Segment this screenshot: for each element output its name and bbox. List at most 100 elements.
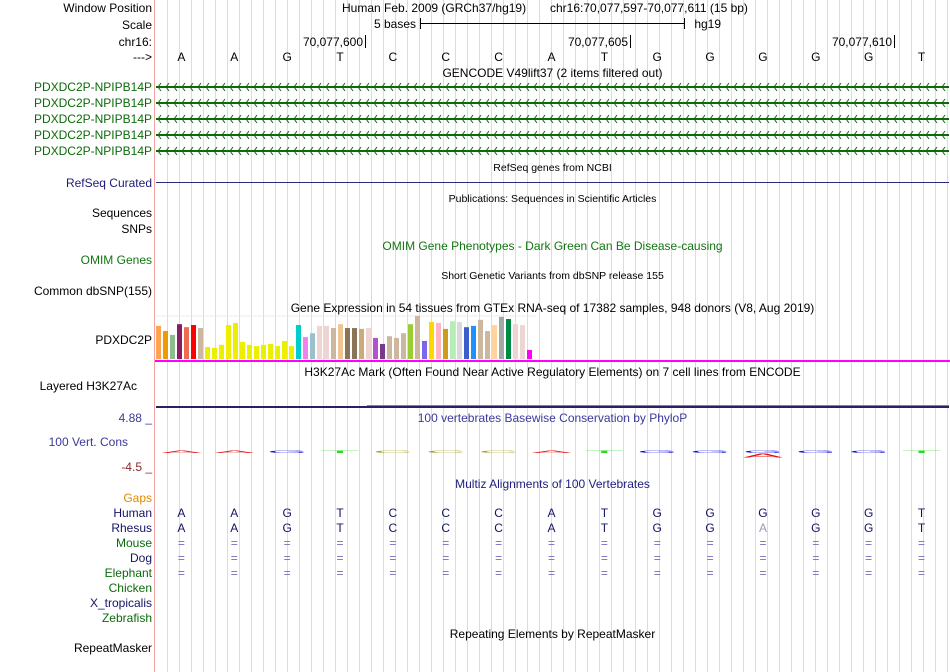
- gtex-tissue-bar[interactable]: [296, 325, 301, 359]
- species-label[interactable]: Rhesus: [111, 521, 152, 535]
- gtex-tissue-bar[interactable]: [254, 346, 259, 359]
- phylop-base-glyph[interactable]: G: [796, 450, 836, 454]
- phylop-label[interactable]: 100 Vert. Cons: [48, 435, 128, 449]
- phylop-base-glyph[interactable]: G: [267, 450, 307, 454]
- phylop-base-glyph[interactable]: C: [426, 450, 466, 454]
- gtex-tissue-bar[interactable]: [268, 343, 273, 359]
- gene-feature[interactable]: [156, 82, 949, 92]
- h3k27ac-label[interactable]: Layered H3K27Ac: [39, 379, 137, 393]
- phylop-track-title[interactable]: 100 vertebrates Basewise Conservation by…: [417, 411, 688, 425]
- gtex-tissue-bar[interactable]: [205, 346, 210, 359]
- gtex-tissue-bar[interactable]: [513, 324, 518, 359]
- phylop-base-glyph[interactable]: G: [849, 450, 889, 454]
- base-letter[interactable]: C: [441, 50, 451, 64]
- gtex-tissue-bar[interactable]: [415, 316, 420, 359]
- gtex-gene-label[interactable]: PDXDC2P: [95, 333, 152, 347]
- gtex-tissue-bar[interactable]: [387, 336, 392, 359]
- gtex-tissue-bar[interactable]: [527, 349, 532, 359]
- gtex-tissue-bar[interactable]: [170, 334, 175, 359]
- omim-track-title[interactable]: OMIM Gene Phenotypes - Dark Green Can Be…: [382, 239, 723, 253]
- gene-label[interactable]: PDXDC2P-NPIPB14P: [33, 96, 152, 110]
- phylop-negative-glyph[interactable]: A: [743, 453, 783, 459]
- gtex-tissue-bar[interactable]: [184, 327, 189, 359]
- publications-track-title[interactable]: Publications: Sequences in Scientific Ar…: [448, 193, 657, 205]
- omim-genes-label[interactable]: OMIM Genes: [80, 253, 152, 267]
- gtex-tissue-bar[interactable]: [429, 322, 434, 359]
- gtex-tissue-bar[interactable]: [177, 324, 182, 359]
- base-letter[interactable]: T: [336, 50, 344, 64]
- gtex-tissue-bar[interactable]: [240, 341, 245, 359]
- gencode-track-title[interactable]: GENCODE V49lift37 (2 items filtered out): [442, 66, 663, 80]
- gtex-tissue-bar[interactable]: [331, 328, 336, 359]
- gtex-tissue-bar[interactable]: [261, 344, 266, 359]
- phylop-glyphs[interactable]: A A G T C C C A T G G G G G TA: [0, 440, 950, 464]
- h3k27ac-signal-line[interactable]: [367, 405, 949, 406]
- dbsnp-label[interactable]: Common dbSNP(155): [33, 284, 152, 298]
- phylop-base-glyph[interactable]: C: [479, 450, 519, 454]
- publications-snps-label[interactable]: SNPs: [121, 222, 152, 236]
- gtex-tissue-bar[interactable]: [492, 325, 497, 359]
- gtex-tissue-bar[interactable]: [422, 340, 427, 359]
- base-letter[interactable]: A: [230, 50, 239, 64]
- gtex-tissue-bar[interactable]: [436, 322, 441, 359]
- base-letter[interactable]: C: [494, 50, 503, 64]
- gene-feature[interactable]: [156, 146, 949, 156]
- phylop-base-glyph[interactable]: G: [743, 450, 783, 454]
- base-letter[interactable]: G: [652, 50, 662, 64]
- gtex-tissue-bar[interactable]: [394, 337, 399, 359]
- gtex-tissue-bar[interactable]: [289, 346, 294, 359]
- phylop-base-glyph[interactable]: C: [373, 450, 413, 454]
- gtex-tissue-bar[interactable]: [275, 346, 280, 359]
- gene-label[interactable]: PDXDC2P-NPIPB14P: [33, 112, 152, 126]
- phylop-base-glyph[interactable]: A: [161, 450, 201, 454]
- gtex-tissue-bar[interactable]: [373, 337, 378, 359]
- multiz-track-title[interactable]: Multiz Alignments of 100 Vertebrates: [455, 477, 650, 491]
- gtex-track-title[interactable]: Gene Expression in 54 tissues from GTEx …: [290, 301, 815, 315]
- gtex-tissue-bar[interactable]: [233, 322, 238, 359]
- gtex-tissue-bar[interactable]: [191, 325, 196, 359]
- gtex-tissue-bar[interactable]: [366, 328, 371, 359]
- h3k27ac-track-title[interactable]: H3K27Ac Mark (Often Found Near Active Re…: [304, 365, 801, 379]
- base-letter[interactable]: G: [811, 50, 821, 64]
- gtex-tissue-bar[interactable]: [464, 327, 469, 359]
- gtex-tissue-bar[interactable]: [478, 319, 483, 359]
- gtex-tissue-bar[interactable]: [324, 325, 329, 359]
- gtex-tissue-bar[interactable]: [499, 316, 504, 359]
- refseq-gene-line[interactable]: [156, 182, 949, 183]
- gtex-tissue-bar[interactable]: [310, 333, 315, 359]
- base-letter[interactable]: T: [917, 50, 926, 64]
- species-label[interactable]: Human: [113, 506, 152, 520]
- gtex-tissue-bar[interactable]: [380, 343, 385, 359]
- gtex-tissue-bar[interactable]: [345, 328, 350, 359]
- phylop-base-glyph[interactable]: G: [637, 450, 677, 454]
- gtex-tissue-bar[interactable]: [219, 344, 224, 359]
- gtex-tissue-bar[interactable]: [247, 344, 252, 359]
- repeatmasker-track-title[interactable]: Repeating Elements by RepeatMasker: [449, 627, 656, 641]
- multiz-gaps-label[interactable]: Gaps: [123, 491, 152, 505]
- base-letter[interactable]: A: [547, 50, 556, 64]
- gtex-tissue-bar[interactable]: [401, 333, 406, 359]
- gene-feature[interactable]: [156, 98, 949, 108]
- gene-label[interactable]: PDXDC2P-NPIPB14P: [33, 128, 152, 142]
- gtex-tissue-bar[interactable]: [359, 328, 364, 359]
- base-letter[interactable]: G: [705, 50, 715, 64]
- repeatmasker-label[interactable]: RepeatMasker: [73, 641, 152, 655]
- gtex-tissue-bar[interactable]: [450, 321, 455, 359]
- base-letter[interactable]: G: [864, 50, 874, 64]
- gene-label[interactable]: PDXDC2P-NPIPB14P: [33, 144, 152, 158]
- gtex-tissue-bar[interactable]: [282, 340, 287, 359]
- phylop-base-glyph[interactable]: T: [320, 450, 360, 454]
- gtex-tissue-bar[interactable]: [485, 331, 490, 359]
- gtex-tissue-bar[interactable]: [156, 325, 161, 359]
- phylop-base-glyph[interactable]: T: [584, 450, 624, 454]
- species-label[interactable]: X_tropicalis: [89, 596, 152, 610]
- gtex-tissue-bar[interactable]: [506, 319, 511, 359]
- phylop-base-glyph[interactable]: G: [690, 450, 730, 454]
- phylop-base-glyph[interactable]: T: [902, 450, 942, 454]
- species-label[interactable]: Mouse: [115, 536, 152, 550]
- species-label[interactable]: Chicken: [108, 581, 152, 595]
- gtex-expression-chart[interactable]: [155, 310, 950, 362]
- gtex-tissue-bar[interactable]: [212, 347, 217, 359]
- gtex-tissue-bar[interactable]: [338, 324, 343, 359]
- gtex-tissue-bar[interactable]: [520, 325, 525, 359]
